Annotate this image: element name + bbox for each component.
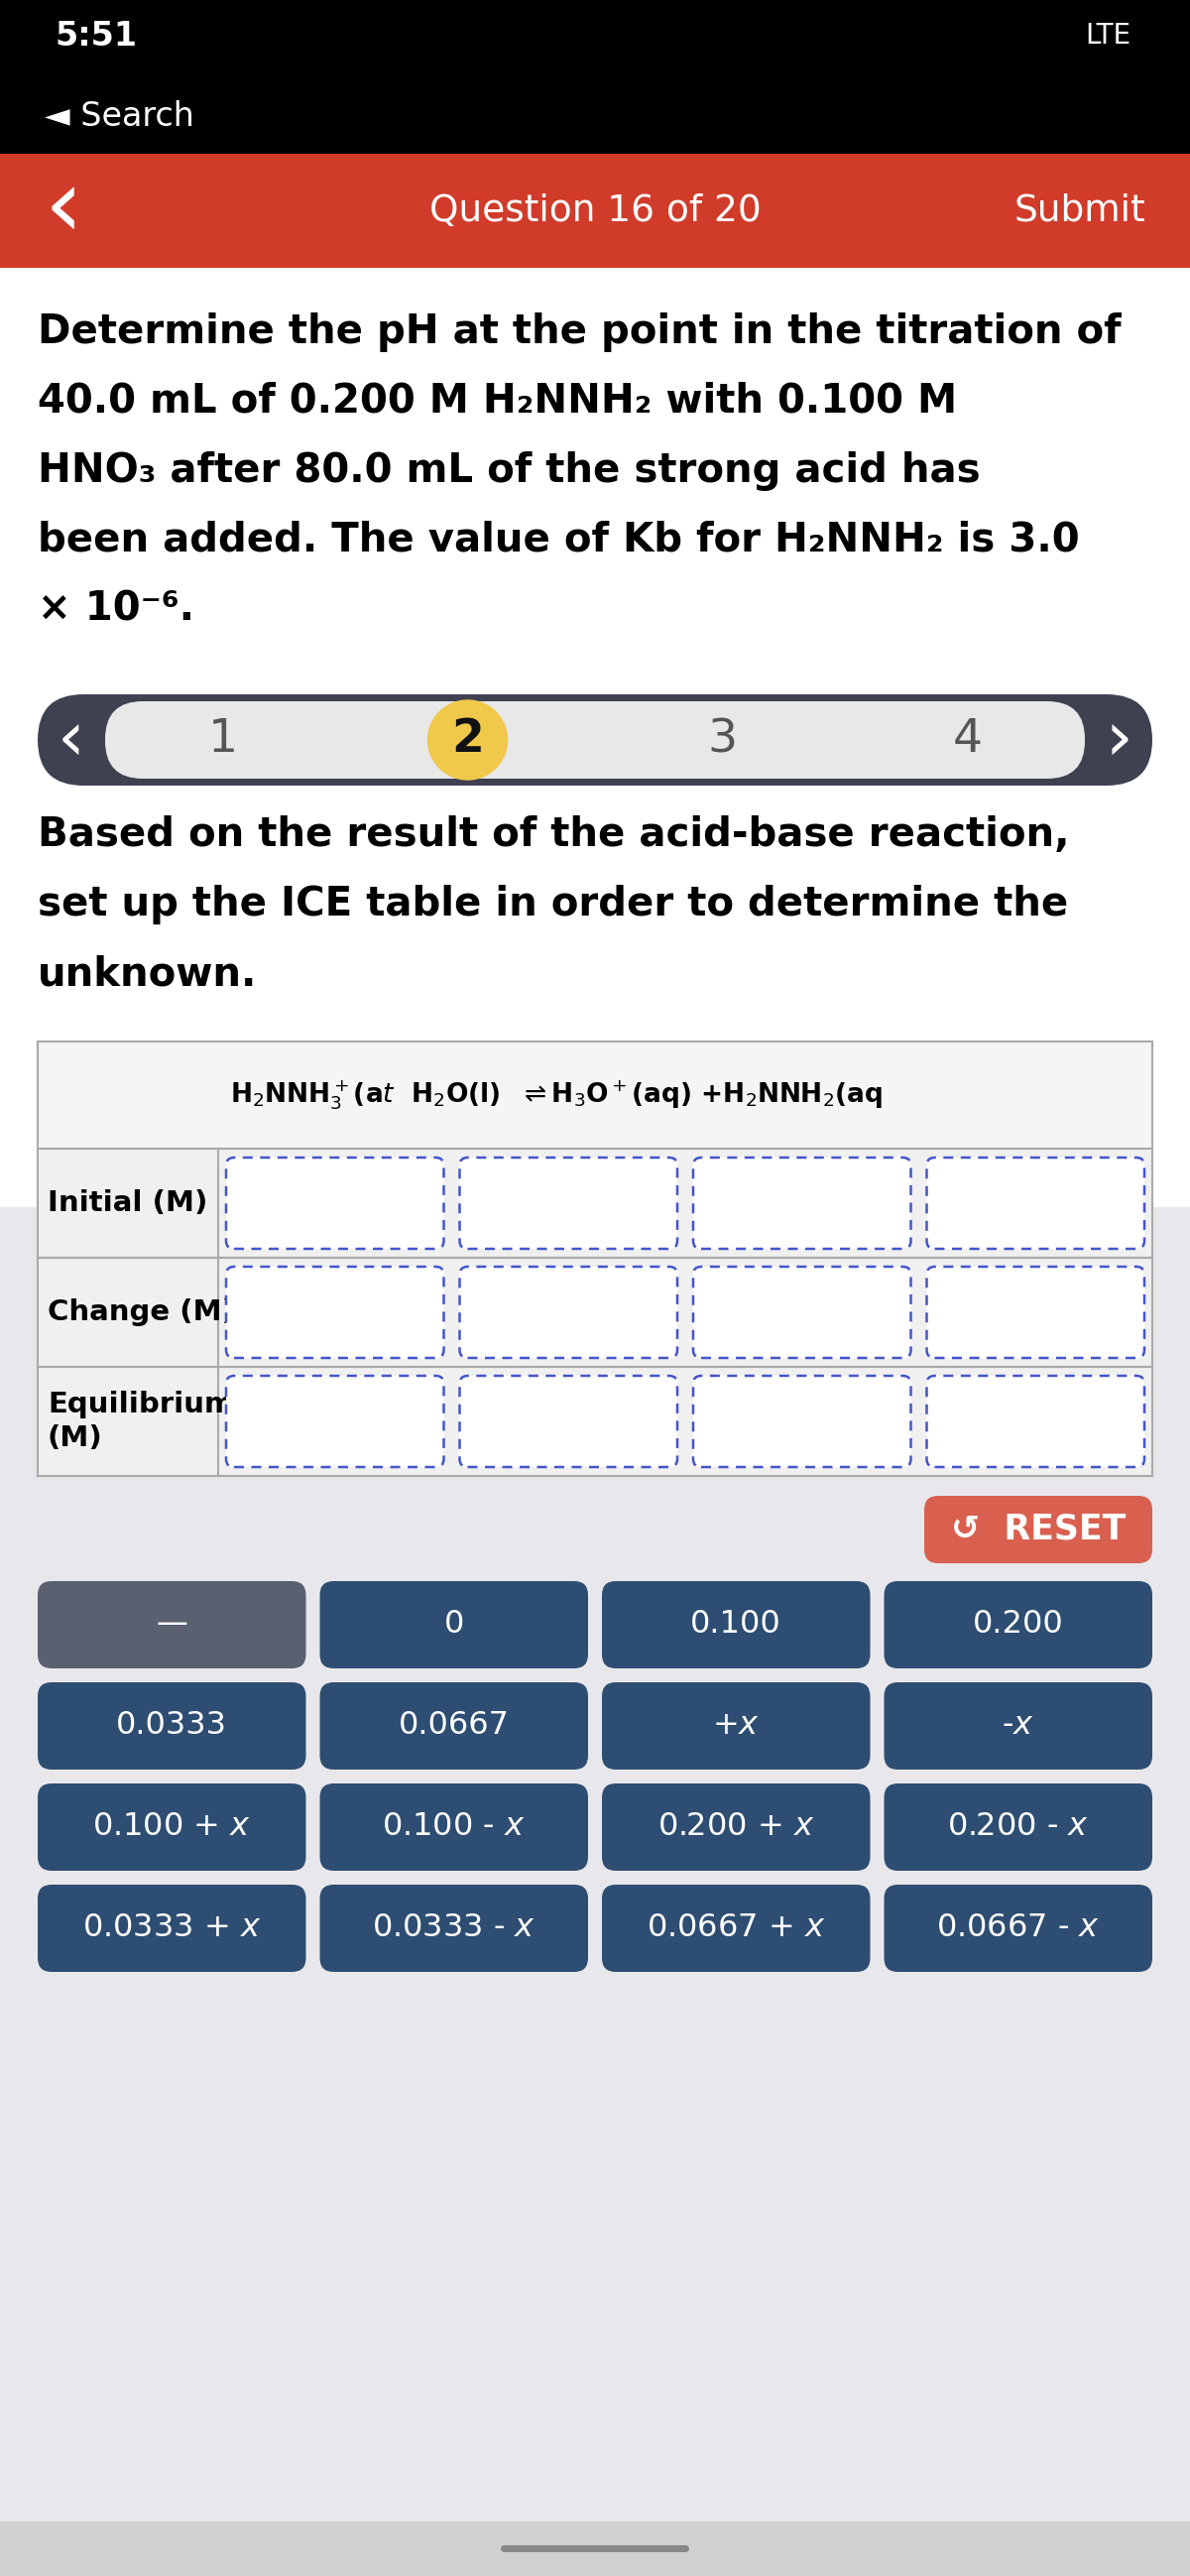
- FancyBboxPatch shape: [459, 1157, 677, 1249]
- Text: 0.100 + $x$: 0.100 + $x$: [93, 1811, 251, 1842]
- Text: -$x$: -$x$: [1002, 1710, 1034, 1741]
- Text: —: —: [156, 1610, 188, 1641]
- FancyBboxPatch shape: [884, 1582, 1152, 1669]
- Text: unknown.: unknown.: [38, 953, 257, 994]
- Text: ↺  RESET: ↺ RESET: [951, 1512, 1126, 1546]
- FancyBboxPatch shape: [459, 1267, 677, 1358]
- Text: Initial (M): Initial (M): [48, 1190, 207, 1216]
- Text: 0.0667 + $x$: 0.0667 + $x$: [646, 1914, 826, 1945]
- Text: 3: 3: [707, 719, 738, 762]
- Text: Based on the result of the acid-base reaction,: Based on the result of the acid-base rea…: [38, 817, 1070, 855]
- Text: HNO₃ after 80.0 mL of the strong acid has: HNO₃ after 80.0 mL of the strong acid ha…: [38, 451, 981, 492]
- Text: Change (M): Change (M): [48, 1298, 236, 1327]
- Bar: [0, 1208, 1190, 2576]
- FancyBboxPatch shape: [38, 696, 1152, 786]
- FancyBboxPatch shape: [927, 1267, 1145, 1358]
- Text: 0.0667: 0.0667: [399, 1710, 509, 1741]
- FancyBboxPatch shape: [693, 1157, 910, 1249]
- FancyBboxPatch shape: [927, 1157, 1145, 1249]
- FancyBboxPatch shape: [320, 1886, 588, 1971]
- Text: H$_2$NNH$_3^+$(a$t$  H$_2$O(l)  $\rightleftharpoons$H$_3$O$^+$(aq) +H$_2$NNH$_2$: H$_2$NNH$_3^+$(a$t$ H$_2$O(l) $\rightlef…: [230, 1079, 883, 1113]
- Bar: [0, 0, 1190, 80]
- Text: been added. The value of Kb for H₂NNH₂ is 3.0: been added. The value of Kb for H₂NNH₂ i…: [38, 520, 1079, 562]
- Text: 0.200 + $x$: 0.200 + $x$: [658, 1811, 814, 1842]
- Text: 0.0333 + $x$: 0.0333 + $x$: [82, 1914, 262, 1945]
- Text: 0.0667 - $x$: 0.0667 - $x$: [937, 1914, 1100, 1945]
- Text: 0.0333 - $x$: 0.0333 - $x$: [372, 1914, 536, 1945]
- Circle shape: [428, 701, 507, 781]
- Text: ‹: ‹: [45, 165, 83, 258]
- FancyBboxPatch shape: [501, 2545, 689, 2553]
- Bar: [0, 268, 1190, 1208]
- Text: 0.0333: 0.0333: [117, 1710, 227, 1741]
- Bar: [0, 80, 1190, 155]
- Text: LTE: LTE: [1085, 21, 1130, 49]
- Text: +$x$: +$x$: [713, 1710, 760, 1741]
- FancyBboxPatch shape: [320, 1682, 588, 1770]
- Bar: [0, 2522, 1190, 2576]
- FancyBboxPatch shape: [602, 1682, 870, 1770]
- Text: Determine the pH at the point in the titration of: Determine the pH at the point in the tit…: [38, 312, 1121, 353]
- Text: 0.200: 0.200: [972, 1610, 1064, 1641]
- FancyBboxPatch shape: [602, 1582, 870, 1669]
- Text: 0: 0: [444, 1610, 464, 1641]
- Text: 40.0 mL of 0.200 M H₂NNH₂ with 0.100 M: 40.0 mL of 0.200 M H₂NNH₂ with 0.100 M: [38, 381, 957, 422]
- Text: × 10⁻⁶.: × 10⁻⁶.: [38, 590, 194, 631]
- FancyBboxPatch shape: [693, 1267, 910, 1358]
- FancyBboxPatch shape: [602, 1783, 870, 1870]
- Bar: [0, 155, 1190, 268]
- Text: 1: 1: [208, 719, 238, 762]
- FancyBboxPatch shape: [459, 1376, 677, 1468]
- Text: Submit: Submit: [1014, 193, 1145, 229]
- FancyBboxPatch shape: [226, 1157, 444, 1249]
- Text: 0.100: 0.100: [690, 1610, 782, 1641]
- FancyBboxPatch shape: [927, 1376, 1145, 1468]
- Text: ›: ›: [1104, 706, 1133, 773]
- FancyBboxPatch shape: [884, 1886, 1152, 1971]
- FancyBboxPatch shape: [38, 1582, 306, 1669]
- FancyBboxPatch shape: [925, 1497, 1152, 1564]
- FancyBboxPatch shape: [105, 701, 1085, 778]
- Text: ◄ Search: ◄ Search: [45, 100, 194, 134]
- Text: Equilibrium
(M): Equilibrium (M): [48, 1391, 234, 1453]
- FancyBboxPatch shape: [320, 1582, 588, 1669]
- Text: set up the ICE table in order to determine the: set up the ICE table in order to determi…: [38, 884, 1069, 925]
- FancyBboxPatch shape: [693, 1376, 910, 1468]
- FancyBboxPatch shape: [38, 1886, 306, 1971]
- Text: 2: 2: [451, 719, 484, 762]
- Text: Question 16 of 20: Question 16 of 20: [430, 193, 760, 229]
- FancyBboxPatch shape: [602, 1886, 870, 1971]
- FancyBboxPatch shape: [226, 1376, 444, 1468]
- FancyBboxPatch shape: [38, 1682, 306, 1770]
- FancyBboxPatch shape: [884, 1783, 1152, 1870]
- Text: ‹: ‹: [57, 706, 86, 773]
- Bar: [38, 1041, 1152, 1476]
- FancyBboxPatch shape: [226, 1267, 444, 1358]
- Text: 5:51: 5:51: [55, 21, 137, 52]
- FancyBboxPatch shape: [38, 1783, 306, 1870]
- Text: 0.200 - $x$: 0.200 - $x$: [947, 1811, 1089, 1842]
- Text: 4: 4: [952, 719, 982, 762]
- Bar: [38, 1041, 1152, 1149]
- Text: 0.100 - $x$: 0.100 - $x$: [382, 1811, 526, 1842]
- FancyBboxPatch shape: [884, 1682, 1152, 1770]
- FancyBboxPatch shape: [320, 1783, 588, 1870]
